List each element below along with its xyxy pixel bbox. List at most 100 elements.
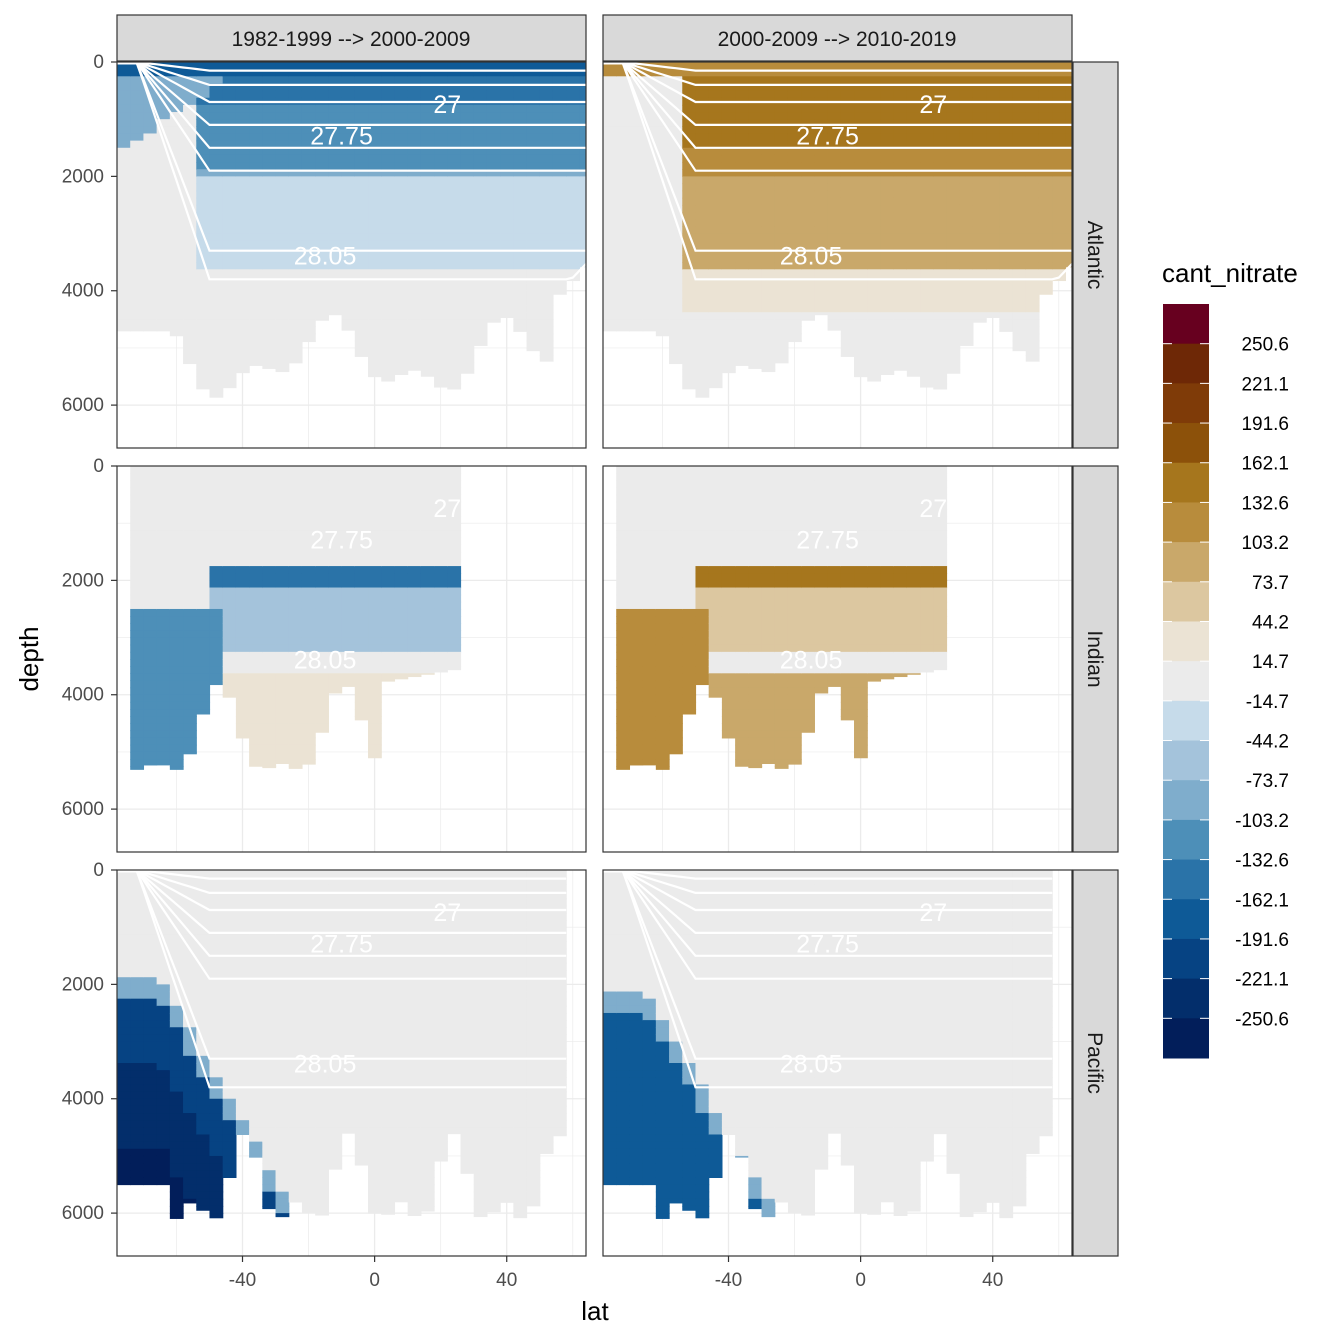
heat-cell <box>354 112 369 120</box>
heat-cell <box>368 197 382 206</box>
isopycnal-label: 27.75 <box>796 526 859 554</box>
heat-cell <box>156 190 171 199</box>
heat-cell <box>946 333 961 342</box>
heat-cell <box>906 197 921 206</box>
heat-cell <box>920 240 934 249</box>
heat-cell <box>460 283 475 292</box>
heat-cell <box>933 305 948 313</box>
heat-cell <box>447 537 462 546</box>
heat-cell <box>867 680 882 682</box>
heat-cell <box>143 644 158 653</box>
heat-cell <box>407 630 422 639</box>
heat-cell <box>315 651 329 660</box>
heat-cell <box>880 162 895 170</box>
heat-cell <box>328 90 343 99</box>
heat-cell <box>381 283 396 292</box>
heat-cell <box>169 766 184 770</box>
heat-cell <box>262 204 277 213</box>
heat-cell <box>209 558 224 567</box>
heat-cell <box>801 709 815 717</box>
heat-cell <box>933 340 948 349</box>
heat-cell <box>486 197 501 206</box>
heat-cell <box>117 119 131 127</box>
heat-cell <box>669 126 683 135</box>
heat-cell <box>288 523 303 531</box>
heat-cell <box>920 333 934 342</box>
heat-cell <box>986 233 1000 242</box>
heat-cell <box>354 644 369 653</box>
heat-cell <box>394 162 409 170</box>
heat-cell <box>275 176 290 185</box>
heat-cell <box>301 630 316 639</box>
heat-cell <box>196 651 211 660</box>
heat-cell <box>854 305 868 313</box>
heat-cell <box>1025 283 1040 292</box>
heat-cell <box>761 623 776 632</box>
heat-cell <box>513 233 528 242</box>
heat-cell <box>394 616 409 624</box>
heat-cell <box>143 912 158 921</box>
heat-cell <box>655 83 670 92</box>
heat-cell <box>695 297 710 306</box>
heat-cell <box>814 154 829 163</box>
heat-cell <box>642 716 657 724</box>
heat-cell <box>235 558 250 567</box>
heat-cell <box>407 255 422 263</box>
heat-cell <box>262 219 277 228</box>
heat-cell <box>196 126 211 135</box>
heat-cell <box>460 305 475 313</box>
heat-cell <box>906 69 921 77</box>
heat-cell <box>381 147 396 156</box>
heat-cell <box>721 162 736 170</box>
heat-cell <box>682 212 697 220</box>
heat-cell <box>721 480 736 489</box>
heat-cell <box>682 594 697 603</box>
heat-cell <box>117 104 131 113</box>
heat-cell <box>854 551 868 560</box>
heat-cell <box>827 473 842 481</box>
heat-cell <box>301 651 316 660</box>
heat-cell <box>262 262 277 270</box>
heat-cell <box>420 133 435 142</box>
heat-cell <box>655 219 670 228</box>
heat-cell <box>642 608 657 617</box>
heat-cell <box>196 226 211 235</box>
heat-cell <box>972 262 987 270</box>
strip-row-atlantic-label: Atlantic <box>1083 221 1106 290</box>
heat-cell <box>275 269 290 278</box>
heat-cell <box>275 347 290 356</box>
heat-cell <box>500 119 514 127</box>
heat-cell <box>209 240 224 249</box>
heat-cell <box>222 290 237 299</box>
heat-cell <box>735 83 749 92</box>
heat-cell <box>368 701 382 710</box>
heat-cell <box>368 133 382 142</box>
heat-cell <box>434 126 448 135</box>
heat-cell <box>143 255 158 263</box>
heat-cell <box>381 219 396 228</box>
heat-cell <box>526 226 541 235</box>
heat-cell <box>708 297 723 306</box>
heat-cell <box>117 1034 131 1043</box>
heat-cell <box>933 104 948 113</box>
heat-cell <box>867 326 882 335</box>
heat-cell <box>840 219 855 228</box>
heat-cell <box>156 877 171 885</box>
heat-cell <box>552 140 567 149</box>
heat-cell <box>933 169 948 177</box>
heat-cell <box>381 580 396 589</box>
heat-cell <box>566 147 580 156</box>
heat-cell <box>301 169 316 177</box>
heat-cell <box>235 104 250 113</box>
heat-cell <box>721 501 736 510</box>
heat-cell <box>721 297 736 306</box>
heat-cell <box>1025 133 1040 142</box>
heat-cell <box>275 630 290 639</box>
heat-cell <box>275 233 290 242</box>
heat-cell <box>1065 233 1072 242</box>
heat-cell <box>354 623 369 632</box>
heat-cell <box>222 62 237 70</box>
heat-cell <box>669 190 683 199</box>
heat-cell <box>235 369 250 374</box>
